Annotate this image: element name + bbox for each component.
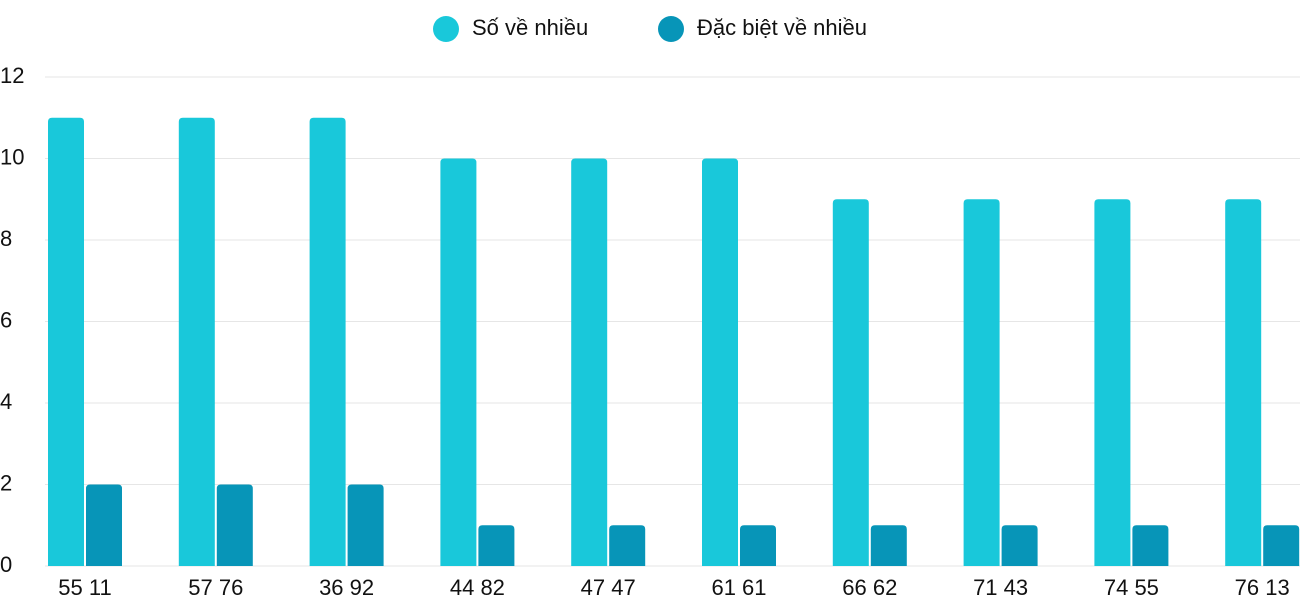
bar	[478, 525, 515, 566]
bar	[48, 117, 84, 566]
y-tick-label: 4	[0, 389, 12, 414]
bar	[609, 525, 646, 566]
bar	[216, 484, 253, 566]
bar	[1132, 525, 1169, 566]
bar	[1001, 525, 1038, 566]
x-tick-label: 47 47	[581, 575, 636, 600]
bar	[702, 158, 738, 566]
bar	[832, 199, 869, 566]
bar	[571, 158, 608, 566]
x-tick-label: 76 13	[1235, 575, 1290, 600]
bar	[347, 484, 384, 566]
y-tick-label: 10	[0, 144, 24, 169]
bar	[1094, 199, 1131, 566]
x-tick-label: 44 82	[450, 575, 505, 600]
x-tick-label: 71 43	[973, 575, 1028, 600]
y-tick-label: 2	[0, 470, 12, 495]
bar	[870, 525, 907, 566]
legend-label: Số về nhiều	[472, 15, 588, 40]
bar	[1225, 199, 1262, 566]
bar	[309, 117, 346, 566]
x-tick-label: 66 62	[842, 575, 897, 600]
x-tick-label: 55 11	[58, 575, 111, 600]
bar	[1263, 525, 1300, 566]
x-tick-label: 36 92	[319, 575, 374, 600]
x-tick-label: 61 61	[711, 575, 766, 600]
legend-marker	[658, 16, 684, 42]
bar	[740, 525, 776, 566]
y-tick-label: 12	[0, 63, 24, 88]
bar	[86, 484, 122, 566]
bar	[178, 117, 215, 566]
legend-marker	[433, 16, 459, 42]
bar	[963, 199, 1000, 566]
legend-label: Đặc biệt về nhiều	[697, 15, 867, 40]
bar	[440, 158, 477, 566]
y-tick-label: 8	[0, 226, 12, 251]
y-tick-label: 6	[0, 307, 12, 332]
y-tick-label: 0	[0, 552, 12, 577]
x-tick-label: 74 55	[1104, 575, 1159, 600]
x-tick-label: 57 76	[188, 575, 243, 600]
